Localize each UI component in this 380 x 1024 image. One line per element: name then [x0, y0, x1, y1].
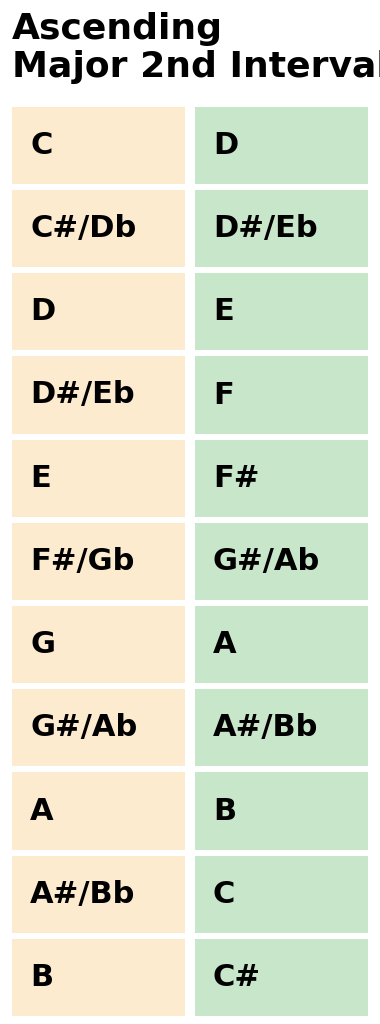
- Text: F: F: [213, 381, 234, 410]
- Text: B: B: [213, 797, 236, 825]
- Text: D#/Eb: D#/Eb: [213, 214, 318, 243]
- Text: Ascending: Ascending: [12, 12, 223, 46]
- Bar: [12, 106, 185, 184]
- Text: E: E: [213, 297, 234, 327]
- Bar: [195, 439, 368, 517]
- Bar: [12, 356, 185, 433]
- Text: F#: F#: [213, 464, 260, 493]
- Bar: [195, 606, 368, 683]
- Text: C#: C#: [213, 963, 261, 992]
- Bar: [195, 772, 368, 850]
- Bar: [195, 856, 368, 933]
- Text: C: C: [30, 131, 52, 160]
- Text: A#/Bb: A#/Bb: [30, 880, 135, 908]
- Text: A: A: [213, 630, 237, 659]
- Bar: [12, 689, 185, 766]
- Text: D: D: [30, 297, 55, 327]
- Bar: [195, 356, 368, 433]
- Bar: [195, 190, 368, 267]
- Text: A: A: [30, 797, 54, 825]
- Bar: [12, 856, 185, 933]
- Bar: [12, 439, 185, 517]
- Bar: [12, 939, 185, 1016]
- Text: D: D: [213, 131, 238, 160]
- Text: G#/Ab: G#/Ab: [213, 547, 320, 575]
- Bar: [195, 273, 368, 350]
- Text: A#/Bb: A#/Bb: [213, 714, 318, 742]
- Text: C#/Db: C#/Db: [30, 214, 136, 243]
- Text: Major 2nd Intervals: Major 2nd Intervals: [12, 50, 380, 84]
- Bar: [12, 523, 185, 600]
- Bar: [12, 190, 185, 267]
- Text: E: E: [30, 464, 51, 493]
- Text: G#/Ab: G#/Ab: [30, 714, 137, 742]
- Bar: [195, 106, 368, 184]
- Bar: [12, 273, 185, 350]
- Bar: [12, 606, 185, 683]
- Text: B: B: [30, 963, 53, 992]
- Bar: [195, 523, 368, 600]
- Text: G: G: [30, 630, 55, 659]
- Text: F#/Gb: F#/Gb: [30, 547, 135, 575]
- Text: D#/Eb: D#/Eb: [30, 381, 135, 410]
- Bar: [195, 689, 368, 766]
- Text: C: C: [213, 880, 235, 908]
- Bar: [12, 772, 185, 850]
- Bar: [195, 939, 368, 1016]
